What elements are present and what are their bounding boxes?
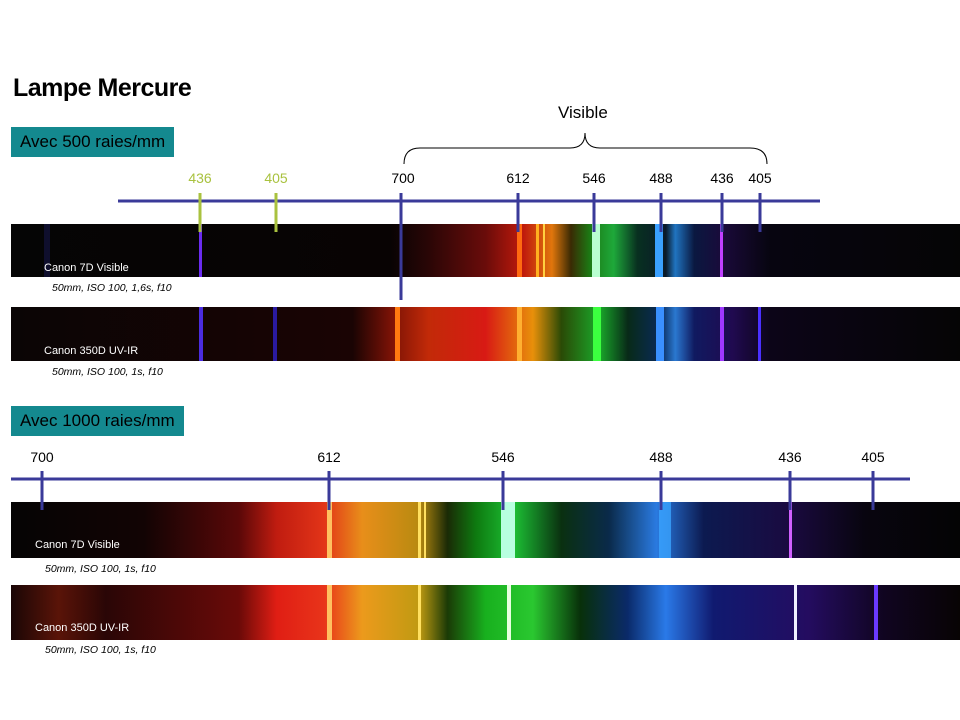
spectrum-strip-7d-500: Canon 7D Visible [11, 224, 960, 277]
wavelength-488-label: 488 [649, 170, 673, 186]
second-order-405-label: 405 [264, 170, 288, 186]
wavelength-436-label: 436 [778, 449, 802, 465]
wavelength-700-label: 700 [30, 449, 54, 465]
strip-camera-label: Canon 7D Visible [35, 539, 120, 551]
wavelength-436-label: 436 [710, 170, 734, 186]
wavelength-700-label: 700 [391, 170, 415, 186]
strip-settings-label: 50mm, ISO 100, 1s, f10 [45, 563, 156, 575]
strip-settings-label: 50mm, ISO 100, 1,6s, f10 [52, 282, 172, 294]
spectrum-strip-7d-1000: Canon 7D Visible [11, 502, 960, 558]
strip-camera-label: Canon 350D UV-IR [35, 622, 130, 634]
strip-settings-label: 50mm, ISO 100, 1s, f10 [45, 644, 156, 656]
second-order-436-label: 436 [188, 170, 212, 186]
wavelength-488-label: 488 [649, 449, 673, 465]
wavelength-612-label: 612 [317, 449, 341, 465]
section-500-badge: Avec 500 raies/mm [11, 127, 175, 157]
visible-range-label: Visible [558, 103, 608, 122]
strip-settings-label: 50mm, ISO 100, 1s, f10 [52, 366, 163, 378]
strip-camera-label: Canon 7D Visible [44, 262, 129, 274]
wavelength-546-label: 546 [491, 449, 515, 465]
wavelength-405-label: 405 [861, 449, 885, 465]
spectrum-strip-350d-500: Canon 350D UV-IR [11, 307, 960, 361]
section-1000-badge: Avec 1000 raies/mm [11, 406, 184, 436]
spectrum-strip-350d-1000: Canon 350D UV-IR [11, 585, 960, 640]
wavelength-546-label: 546 [582, 170, 606, 186]
wavelength-405-label: 405 [748, 170, 772, 186]
page-title: Lampe Mercure [13, 74, 192, 102]
strip-camera-label: Canon 350D UV-IR [44, 345, 139, 357]
wavelength-612-label: 612 [506, 170, 530, 186]
